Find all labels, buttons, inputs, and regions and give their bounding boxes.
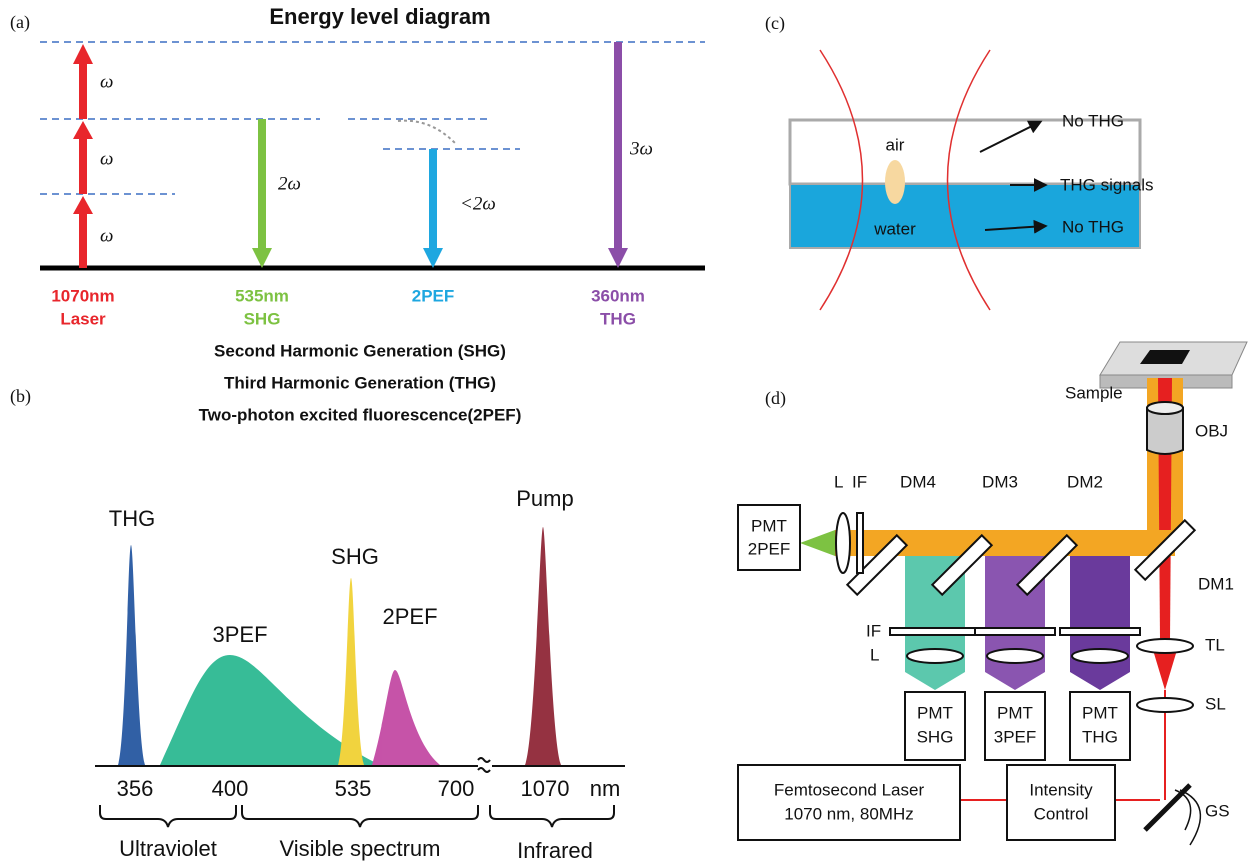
photon-label: 3ω <box>629 138 653 159</box>
panel-label: (b) <box>10 386 31 407</box>
pump-arrows <box>73 44 93 268</box>
detector-label: SHG <box>917 727 954 746</box>
mirror-label: DM4 <box>900 472 936 491</box>
column-label: 535nm <box>235 286 289 305</box>
output-label: No THG <box>1062 111 1124 130</box>
photon-label: 2ω <box>278 173 301 194</box>
emission-arrows <box>252 42 628 268</box>
medium-label: water <box>873 219 916 238</box>
laser-label: Femtosecond Laser <box>774 780 925 799</box>
photon-label: ω <box>100 71 113 92</box>
output-label: THG signals <box>1060 175 1154 194</box>
panel-label: (c) <box>765 13 785 34</box>
photon-label: <2ω <box>460 193 496 214</box>
region-label: Visible spectrum <box>280 836 441 861</box>
control-label: Control <box>1034 804 1089 823</box>
tick-label: 700 <box>438 776 475 801</box>
column-label: SHG <box>244 309 281 328</box>
column-label: 2PEF <box>412 286 455 305</box>
tick-label: 1070 <box>521 776 570 801</box>
medium-label: air <box>886 135 905 154</box>
component-label: SL <box>1205 694 1226 713</box>
laser-label: 1070 nm, 80MHz <box>784 804 913 823</box>
panel-b: (b) THG 3PEF SHG 2PEF Pump 356 400 535 7… <box>10 386 625 863</box>
tick-label: 356 <box>117 776 154 801</box>
title: Energy level diagram <box>269 4 490 29</box>
tick-label: 400 <box>212 776 249 801</box>
column-label: Laser <box>60 309 106 328</box>
peak-label: Pump <box>516 486 573 511</box>
detector-label: 2PEF <box>748 539 791 558</box>
note: Two-photon excited fluorescence(2PEF) <box>199 405 522 424</box>
focus <box>885 160 905 204</box>
panel-c: (c) air water No THG THG signals No THG <box>765 13 1154 310</box>
component-label: GS <box>1205 801 1230 820</box>
energy-levels <box>40 42 705 194</box>
mirror-label: DM3 <box>982 472 1018 491</box>
detector-label: PMT <box>997 703 1033 722</box>
component-label: L <box>834 472 843 491</box>
component-label: OBJ <box>1195 421 1228 440</box>
figure: (a) Energy level diagram ω ω ω 2ω <2ω 3ω… <box>0 0 1249 865</box>
peak-label: 3PEF <box>212 622 267 647</box>
component-label: IF <box>852 472 867 491</box>
photon-label: ω <box>100 148 113 169</box>
output-label: No THG <box>1062 217 1124 236</box>
column-label: 1070nm <box>51 286 114 305</box>
region-label: Ultraviolet <box>119 836 217 861</box>
column-label: THG <box>600 309 636 328</box>
control-label: Intensity <box>1029 780 1093 799</box>
mirror-label: DM2 <box>1067 472 1103 491</box>
peak-label: THG <box>109 506 155 531</box>
panel-d: (d) Sample OBJ L IF DM4 DM3 DM2 DM1 IF L… <box>738 342 1247 845</box>
region-label: Infrared <box>517 838 593 863</box>
tick-label: 535 <box>335 776 372 801</box>
page: (a) Energy level diagram ω ω ω 2ω <2ω 3ω… <box>0 0 1249 865</box>
peak-label: SHG <box>331 544 379 569</box>
panel-a: (a) Energy level diagram ω ω ω 2ω <2ω 3ω… <box>10 4 705 425</box>
detector-label: PMT <box>917 703 953 722</box>
component-label: IF <box>866 621 881 640</box>
detector-label: PMT <box>751 516 787 535</box>
mirror-label: DM1 <box>1198 574 1234 593</box>
optics <box>738 402 1200 845</box>
sample-label: Sample <box>1065 383 1123 402</box>
unit: nm <box>590 776 621 801</box>
peak-label: 2PEF <box>382 604 437 629</box>
detector-label: THG <box>1082 727 1118 746</box>
detector-label: PMT <box>1082 703 1118 722</box>
component-label: TL <box>1205 635 1225 654</box>
panel-label: (d) <box>765 388 786 409</box>
note: Second Harmonic Generation (SHG) <box>214 341 506 360</box>
detector-label: 3PEF <box>994 727 1037 746</box>
photon-label: ω <box>100 225 113 246</box>
panel-label: (a) <box>10 12 30 33</box>
note: Third Harmonic Generation (THG) <box>224 373 496 392</box>
component-label: L <box>870 645 879 664</box>
column-label: 360nm <box>591 286 645 305</box>
